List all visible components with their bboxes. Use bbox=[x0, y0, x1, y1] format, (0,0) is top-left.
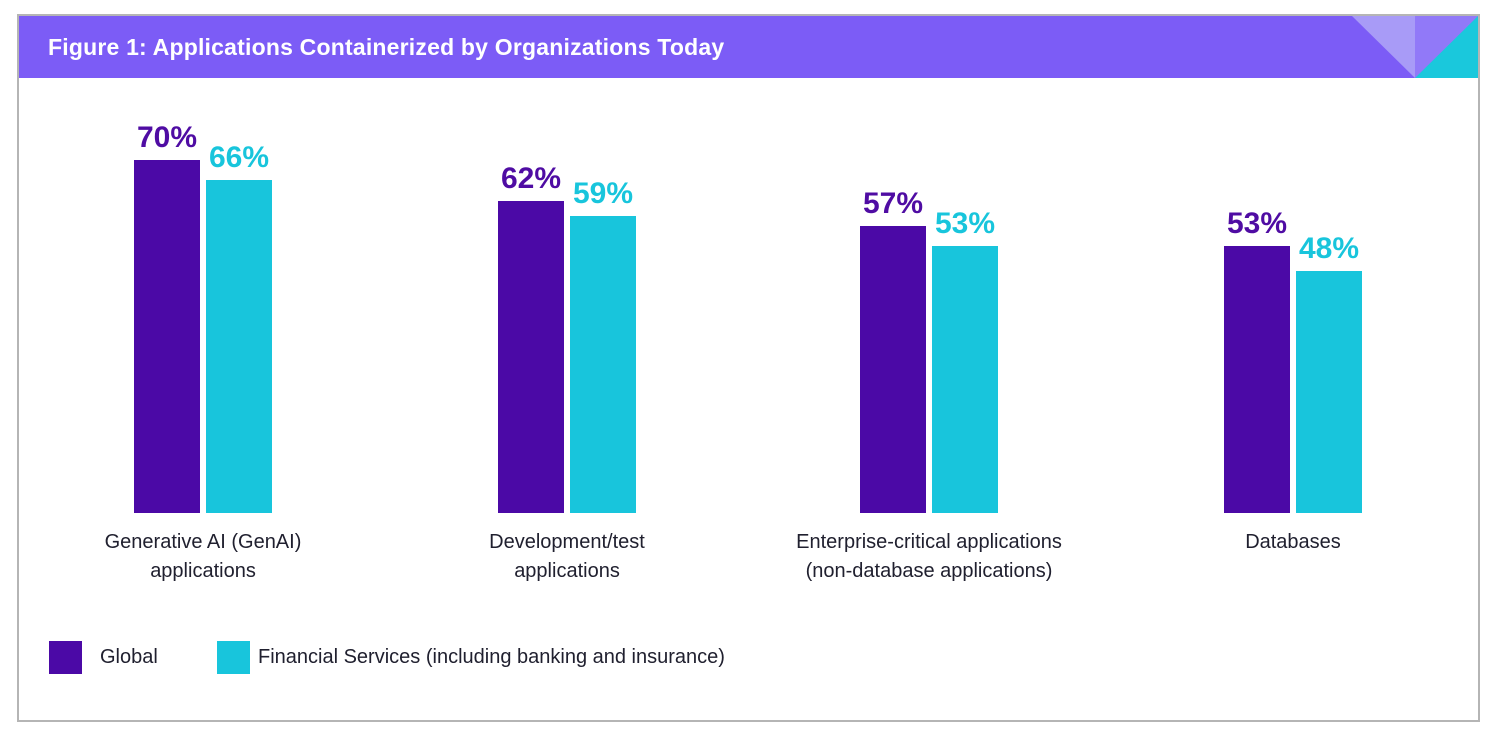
category-label: Development/test applications bbox=[489, 531, 645, 582]
category-label: Enterprise-critical applications (non-dat… bbox=[796, 531, 1062, 582]
header-corner-decoration bbox=[1352, 16, 1478, 78]
bar-global: 57% bbox=[860, 187, 926, 513]
legend-swatch-global bbox=[49, 641, 82, 674]
bar-value-label: 53% bbox=[934, 207, 996, 240]
bar-financial-services: 48% bbox=[1296, 232, 1362, 513]
bar-global: 53% bbox=[1224, 207, 1290, 513]
bar-value-label: 70% bbox=[136, 121, 198, 154]
decoration-cyan-triangle bbox=[1415, 16, 1478, 78]
category-label: Databases bbox=[1245, 531, 1341, 553]
legend-label-financial-services: Financial Services (including banking an… bbox=[258, 646, 725, 668]
bar-value-label: 62% bbox=[500, 162, 562, 195]
bar-global: 70% bbox=[134, 121, 200, 513]
bar-value-label: 57% bbox=[862, 187, 924, 220]
bar-global: 62% bbox=[498, 162, 564, 513]
decoration-lavender-triangle bbox=[1352, 16, 1415, 78]
legend-label-global: Global bbox=[100, 646, 158, 668]
figure-panel: Figure 1: Applications Containerized by … bbox=[17, 14, 1480, 722]
bar-value-label: 66% bbox=[208, 141, 270, 174]
bar-financial-services: 59% bbox=[570, 177, 636, 513]
bar-value-label: 59% bbox=[572, 177, 634, 210]
category-label: Generative AI (GenAI) applications bbox=[104, 531, 302, 582]
figure-header: Figure 1: Applications Containerized by … bbox=[19, 16, 1478, 78]
bar-value-label: 53% bbox=[1226, 207, 1288, 240]
bar-chart: 70% 66% Generative AI (GenAI) applications 6… bbox=[19, 16, 1478, 720]
bar-financial-services: 66% bbox=[206, 141, 272, 513]
bar-financial-services: 53% bbox=[932, 207, 998, 513]
figure-title: Figure 1: Applications Containerized by … bbox=[48, 33, 725, 60]
legend-swatch-financial-services bbox=[217, 641, 250, 674]
bar-value-label: 48% bbox=[1298, 232, 1360, 265]
